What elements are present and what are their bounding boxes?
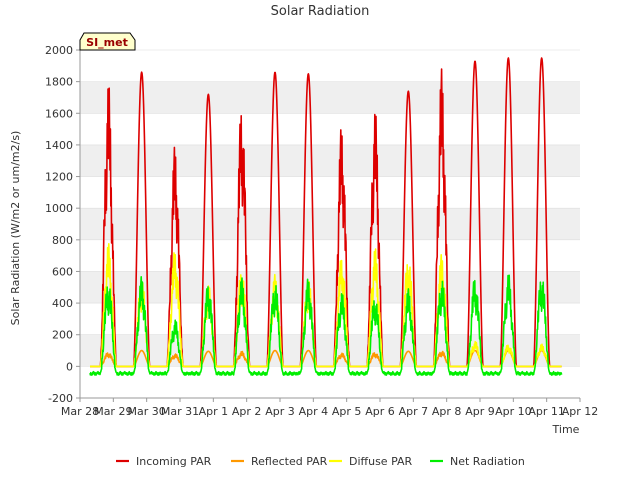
grid-band [80, 208, 580, 240]
series-line-net-radiation [89, 274, 563, 376]
y-tick-label: 800 [52, 234, 73, 247]
legend-entry: Net Radiation [450, 455, 525, 468]
legend: Incoming PAR Reflected PAR Diffuse PAR Net … [116, 455, 525, 468]
plot-series [89, 57, 563, 376]
y-tick-label: 1800 [45, 76, 73, 89]
grid-band [80, 81, 580, 114]
site-label-text: SI_met [86, 36, 128, 49]
x-tick-label: Apr 4 [299, 405, 329, 418]
series-line-diffuse-par [89, 243, 562, 368]
y-tick-label: 1400 [45, 139, 73, 152]
y-tick-label: 600 [52, 265, 73, 278]
x-tick-label: Apr 3 [265, 405, 295, 418]
x-tick-label: Apr 8 [432, 405, 462, 418]
site-label-box [79, 32, 136, 51]
y-tick-label: -200 [48, 392, 73, 405]
x-tick-label: Mar 30 [128, 405, 166, 418]
legend-entry: Diffuse PAR [349, 455, 413, 468]
x-tick-label: Apr 2 [232, 405, 262, 418]
x-tick-label: Apr 6 [365, 405, 395, 418]
y-tick-label: 1600 [45, 107, 73, 120]
y-tick-label: 1200 [45, 171, 73, 184]
x-tick-label: Mar 28 [61, 405, 99, 418]
y-tick-label: 200 [52, 329, 73, 342]
grid-band [80, 144, 580, 177]
y-tick-label: 2000 [45, 44, 73, 57]
chart-title: Solar Radiation [271, 4, 370, 19]
legend-entry: Reflected PAR [251, 455, 328, 468]
x-tick-label: Apr 12 [562, 405, 599, 418]
x-tick-label: Apr 10 [495, 405, 532, 418]
x-tick-label: Apr 1 [199, 405, 229, 418]
x-tick-label: Apr 9 [465, 405, 495, 418]
y-axis: -200 0 200 400 600 800 1000 1200 1400 1600 1800 200… [45, 44, 81, 405]
y-tick-label: 400 [52, 297, 73, 310]
x-tick-label: Apr 5 [332, 405, 362, 418]
x-tick-label: Mar 29 [94, 405, 132, 418]
grid-band [80, 271, 580, 304]
y-tick-label: 0 [66, 360, 73, 373]
x-tick-label: Apr 7 [399, 405, 429, 418]
grid-band [80, 334, 580, 367]
x-axis-label: Time [552, 423, 580, 436]
legend-entry: Incoming PAR [136, 455, 212, 468]
plot-background [80, 49, 580, 399]
x-tick-label: Mar 31 [161, 405, 199, 418]
site-label-badge: SI_met [79, 32, 136, 51]
y-tick-label: 1000 [45, 202, 73, 215]
x-tick-label: Apr 11 [528, 405, 565, 418]
y-axis-label: Solar Radiation (W/m2 or um/m2/s) [9, 131, 22, 326]
